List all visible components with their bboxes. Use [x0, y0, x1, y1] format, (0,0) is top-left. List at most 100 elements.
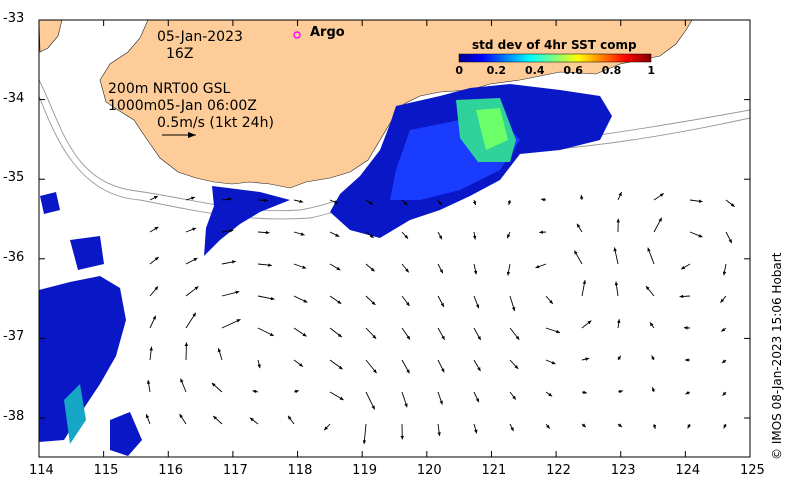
- current-arrow-head: [335, 233, 340, 237]
- current-arrow-head: [190, 196, 195, 200]
- current-arrow-head: [581, 423, 586, 428]
- current-arrow-head: [472, 201, 477, 206]
- current-arrow-head: [580, 194, 584, 199]
- current-arrow-head: [614, 281, 619, 286]
- lat-tick-label: -33: [3, 11, 25, 26]
- current-arrow-head: [337, 300, 342, 304]
- current-arrow-head: [152, 315, 156, 320]
- current-arrow-head: [683, 326, 688, 330]
- current-arrow-head: [192, 312, 196, 317]
- current-arrow-head: [180, 378, 184, 383]
- current-arrow-head: [299, 199, 304, 204]
- current-arrow-head: [302, 265, 307, 269]
- current-arrow-head: [404, 234, 409, 239]
- current-arrow-head: [257, 364, 261, 369]
- lat-tick-label: -36: [3, 249, 25, 265]
- current-arrow-head: [539, 230, 543, 234]
- current-arrow-head: [194, 286, 199, 291]
- current-arrow-head: [616, 218, 620, 223]
- current-arrow-head: [264, 198, 268, 203]
- current-arrow-head: [154, 256, 159, 261]
- current-arrow-head: [679, 294, 684, 299]
- current-arrow-head: [193, 258, 198, 262]
- current-vectors: [145, 191, 735, 445]
- current-arrow-head: [227, 197, 232, 201]
- current-arrow-head: [368, 201, 373, 205]
- current-arrow-head: [541, 198, 545, 202]
- lon-tick-label: 116: [158, 463, 184, 478]
- current-arrow-head: [652, 424, 657, 429]
- current-arrow-head: [585, 357, 590, 361]
- lon-tick-label: 114: [29, 463, 54, 478]
- credit-text: © IMOS 08-Jan-2023 15:06 Hobart: [770, 252, 784, 460]
- current-arrow-head: [659, 193, 664, 197]
- current-arrow-head: [404, 403, 408, 408]
- current-arrow-head: [154, 286, 159, 291]
- current-arrow-head: [269, 332, 274, 336]
- current-arrow-head: [441, 368, 445, 373]
- current-arrow-head: [511, 306, 516, 311]
- lon-tick-label: 125: [740, 463, 765, 478]
- contour-1000m: [39, 95, 750, 220]
- current-arrow-head: [698, 199, 703, 203]
- colorbar: [458, 53, 652, 63]
- argo-marker: [293, 31, 301, 39]
- current-arrow-head: [369, 234, 374, 238]
- current-arrow-head: [477, 367, 481, 372]
- lat-tick-label: -37: [3, 329, 25, 345]
- current-arrow-head: [294, 389, 299, 394]
- current-arrow-head: [613, 247, 617, 252]
- current-arrow-head: [400, 435, 404, 440]
- current-arrow-head: [371, 301, 376, 305]
- colorbar-tick-label: 1: [647, 64, 656, 77]
- current-arrow-head: [685, 358, 689, 362]
- current-arrow-head: [211, 382, 216, 387]
- lat-tick-label: -38: [3, 409, 25, 424]
- current-arrow-head: [685, 390, 690, 395]
- current-arrow-head: [651, 355, 655, 360]
- current-arrow-head: [438, 235, 442, 240]
- current-arrow-head: [403, 201, 408, 206]
- current-arrow-head: [338, 365, 343, 370]
- current-arrow-head: [582, 280, 587, 284]
- current-arrow-head: [510, 427, 514, 432]
- current-arrow-head: [515, 335, 520, 340]
- current-arrow-head: [728, 239, 732, 244]
- current-arrow-head: [437, 432, 441, 437]
- current-line-1: 200m NRT00 GSL: [108, 81, 231, 97]
- current-arrow-head: [618, 192, 622, 197]
- current-arrow-head: [184, 342, 189, 347]
- lon-tick-label: 115: [93, 463, 119, 478]
- current-arrow-head: [587, 320, 592, 325]
- current-arrow-head: [405, 268, 409, 273]
- map-hour: 16Z: [166, 46, 194, 62]
- current-arrow-head: [723, 424, 727, 429]
- current-arrow-head: [512, 395, 516, 400]
- current-arrow-head: [475, 398, 479, 403]
- current-line-3: 0.5m/s (1kt 24h): [157, 115, 274, 131]
- lon-tick-label: 120: [416, 463, 442, 478]
- current-arrow-head: [406, 335, 410, 340]
- current-arrow-head: [303, 299, 308, 303]
- current-arrow-head: [265, 230, 270, 235]
- current-arrow-head: [213, 415, 218, 420]
- current-arrow-head: [475, 304, 480, 309]
- current-arrow-head: [474, 429, 478, 434]
- current-arrow-head: [649, 322, 654, 327]
- current-arrow-head: [658, 217, 662, 222]
- current-arrow-head: [372, 369, 377, 374]
- current-arrow-head: [722, 391, 727, 396]
- lon-tick-label: 122: [546, 463, 571, 478]
- current-arrow-head: [362, 440, 367, 445]
- current-arrow-head: [722, 359, 726, 364]
- map-date: 05-Jan-2023: [157, 29, 243, 45]
- current-arrow-head: [299, 363, 303, 367]
- current-arrow-head: [229, 229, 234, 233]
- current-arrow-head: [646, 286, 650, 290]
- current-arrow-head: [179, 414, 183, 418]
- colorbar-title: std dev of 4hr SST comp: [472, 38, 637, 52]
- current-arrow-head: [302, 332, 307, 337]
- current-arrow-head: [217, 348, 222, 353]
- colorbar-tick-label: 0.4: [525, 64, 545, 77]
